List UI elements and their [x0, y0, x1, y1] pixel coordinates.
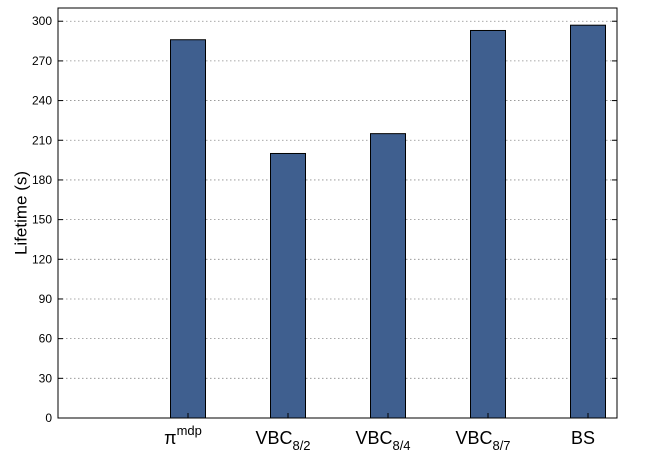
x-tick-label: πmdp — [164, 423, 202, 448]
bars — [170, 24, 606, 419]
bar — [470, 29, 506, 419]
bar — [370, 133, 406, 419]
y-tick-label: 300 — [32, 14, 52, 28]
x-tick-label-base: VBC — [455, 428, 492, 448]
x-tick-label: VBC8/4 — [355, 428, 410, 453]
y-axis: 0 30 60 90 120 150 180 210 240 270 300 — [32, 14, 617, 425]
x-tick-label-subscript: 8/2 — [292, 438, 310, 453]
x-tick-label: VBC8/7 — [455, 428, 510, 453]
y-tick-label: 150 — [32, 213, 52, 227]
x-tick-label-base: BS — [571, 428, 595, 448]
x-tick-label-subscript: 8/7 — [492, 438, 510, 453]
y-tick-label: 210 — [32, 133, 52, 147]
bar — [170, 39, 206, 419]
y-tick-label: 0 — [45, 411, 52, 425]
y-tick-label: 240 — [32, 94, 52, 108]
y-tick-label: 120 — [32, 252, 52, 266]
plot-frame — [57, 7, 618, 419]
x-tick-label: BS — [571, 428, 595, 448]
y-tick-label: 60 — [39, 332, 53, 346]
bar — [270, 152, 306, 419]
x-axis: πmdp VBC8/2 VBC8/4 VBC8/7 BS — [164, 413, 595, 453]
x-tick-label-base: VBC — [255, 428, 292, 448]
x-tick-label-base: VBC — [355, 428, 392, 448]
x-tick-label-base: π — [164, 428, 176, 448]
x-tick-label: VBC8/2 — [255, 428, 310, 453]
x-tick-label-superscript: mdp — [177, 423, 202, 438]
bar — [570, 24, 606, 419]
y-tick-label: 270 — [32, 54, 52, 68]
x-tick-label-subscript: 8/4 — [392, 438, 410, 453]
y-tick-label: 30 — [39, 371, 53, 385]
y-tick-label: 90 — [39, 292, 53, 306]
y-axis-label: Lifetime (s) — [11, 171, 30, 255]
y-tick-label: 180 — [32, 173, 52, 187]
grid-lines — [58, 20, 617, 379]
